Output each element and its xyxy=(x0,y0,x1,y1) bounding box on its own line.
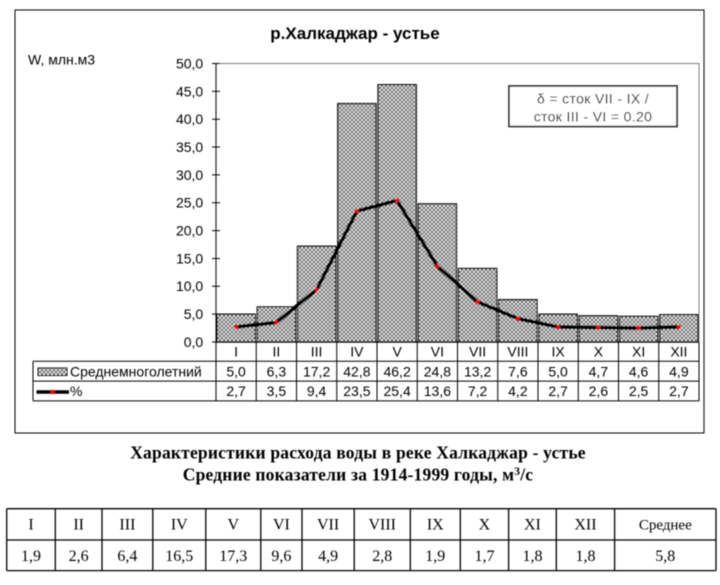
svg-text:3,5: 3,5 xyxy=(267,383,287,399)
svg-text:VII: VII xyxy=(317,517,339,534)
svg-text:XI: XI xyxy=(632,343,645,359)
svg-text:IV: IV xyxy=(171,517,188,534)
svg-text:9,6: 9,6 xyxy=(271,548,291,565)
svg-text:XII: XII xyxy=(670,343,687,359)
svg-text:17,2: 17,2 xyxy=(303,363,330,379)
svg-text:II: II xyxy=(272,343,280,359)
svg-text:2,7: 2,7 xyxy=(226,383,246,399)
svg-text:XI: XI xyxy=(524,517,541,534)
svg-text:24,8: 24,8 xyxy=(424,363,451,379)
svg-text:сток III - VI = 0.20: сток III - VI = 0.20 xyxy=(534,108,653,124)
svg-text:25,4: 25,4 xyxy=(383,383,410,399)
svg-text:X: X xyxy=(479,517,491,534)
svg-text:25,0: 25,0 xyxy=(176,195,203,211)
svg-text:20,0: 20,0 xyxy=(176,223,203,239)
svg-text:%: % xyxy=(70,383,82,399)
svg-text:V: V xyxy=(392,343,402,359)
svg-text:6,3: 6,3 xyxy=(267,363,287,379)
svg-text:X: X xyxy=(594,343,604,359)
svg-text:V: V xyxy=(228,517,240,534)
svg-text:1,9: 1,9 xyxy=(21,548,41,565)
svg-text:2,8: 2,8 xyxy=(372,548,392,565)
svg-text:1,8: 1,8 xyxy=(522,548,542,565)
svg-text:50,0: 50,0 xyxy=(176,55,203,71)
svg-text:5,8: 5,8 xyxy=(655,548,675,565)
svg-text:30,0: 30,0 xyxy=(176,167,203,183)
svg-text:III: III xyxy=(119,517,135,534)
svg-text:2,6: 2,6 xyxy=(589,383,609,399)
svg-text:6,4: 6,4 xyxy=(117,548,137,565)
svg-text:13,6: 13,6 xyxy=(424,383,451,399)
svg-text:4,7: 4,7 xyxy=(589,363,609,379)
svg-text:2,7: 2,7 xyxy=(669,383,689,399)
svg-text:40,0: 40,0 xyxy=(176,111,203,127)
svg-text:δ = сток VII - IX /: δ = сток VII - IX / xyxy=(537,90,649,106)
svg-text:42,8: 42,8 xyxy=(343,363,370,379)
svg-text:4,2: 4,2 xyxy=(508,383,528,399)
svg-text:46,2: 46,2 xyxy=(383,363,410,379)
svg-text:W, млн.м3: W, млн.м3 xyxy=(28,52,95,68)
svg-text:I: I xyxy=(234,343,238,359)
svg-text:2,6: 2,6 xyxy=(69,548,89,565)
svg-text:1,8: 1,8 xyxy=(575,548,595,565)
svg-text:13,2: 13,2 xyxy=(464,363,491,379)
svg-text:VI: VI xyxy=(273,517,290,534)
svg-text:III: III xyxy=(311,343,323,359)
svg-text:7,2: 7,2 xyxy=(468,383,488,399)
svg-text:5,0: 5,0 xyxy=(226,363,246,379)
svg-text:VI: VI xyxy=(431,343,444,359)
svg-text:9,4: 9,4 xyxy=(307,383,327,399)
svg-text:Средние показатели за 1914-199: Средние показатели за 1914-1999 годы, м3… xyxy=(183,464,534,484)
svg-text:VIII: VIII xyxy=(368,517,396,534)
svg-text:1,9: 1,9 xyxy=(425,548,445,565)
svg-text:4,9: 4,9 xyxy=(318,548,338,565)
svg-text:16,5: 16,5 xyxy=(165,548,193,565)
svg-text:5,0: 5,0 xyxy=(184,306,204,322)
svg-text:I: I xyxy=(28,517,33,534)
svg-text:17,3: 17,3 xyxy=(219,548,247,565)
svg-text:7,6: 7,6 xyxy=(508,363,528,379)
svg-text:р.Халкаджар - устье: р.Халкаджар - устье xyxy=(270,24,439,43)
svg-text:IX: IX xyxy=(552,343,566,359)
svg-text:Среднемноголетний: Среднемноголетний xyxy=(70,363,202,379)
svg-text:II: II xyxy=(73,517,84,534)
svg-text:10,0: 10,0 xyxy=(176,278,203,294)
svg-text:2,7: 2,7 xyxy=(548,383,568,399)
svg-text:15,0: 15,0 xyxy=(176,250,203,266)
svg-text:IV: IV xyxy=(350,343,364,359)
svg-text:4,9: 4,9 xyxy=(669,363,689,379)
svg-text:Характеристики расхода воды в: Характеристики расхода воды в реке Халка… xyxy=(130,443,586,463)
svg-text:1,7: 1,7 xyxy=(474,548,494,565)
svg-text:IX: IX xyxy=(427,517,444,534)
svg-text:35,0: 35,0 xyxy=(176,139,203,155)
svg-text:2,5: 2,5 xyxy=(629,383,649,399)
svg-text:4,6: 4,6 xyxy=(629,363,649,379)
svg-text:45,0: 45,0 xyxy=(176,83,203,99)
svg-text:XII: XII xyxy=(574,517,596,534)
svg-text:VIII: VIII xyxy=(507,343,528,359)
svg-text:0,0: 0,0 xyxy=(184,334,204,350)
svg-text:VII: VII xyxy=(469,343,486,359)
svg-text:5,0: 5,0 xyxy=(548,363,568,379)
svg-text:23,5: 23,5 xyxy=(343,383,370,399)
svg-text:Среднее: Среднее xyxy=(639,518,692,534)
